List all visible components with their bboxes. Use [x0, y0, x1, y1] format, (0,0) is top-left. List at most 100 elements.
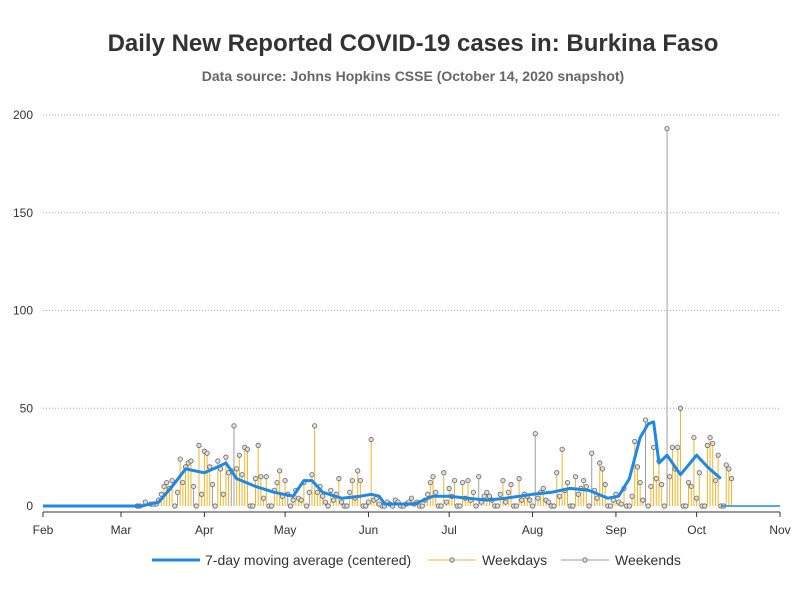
data-point	[677, 405, 684, 411]
x-tick-label: Jul	[441, 523, 456, 537]
x-tick-label: Jun	[359, 523, 378, 537]
chart-title: Daily New Reported COVID-19 cases in: Bu…	[107, 30, 719, 57]
data-point	[508, 481, 514, 488]
data-point	[250, 503, 256, 509]
chart-subtitle: Data source: Johns Hopkins CSSE (October…	[201, 68, 625, 84]
data-point	[338, 499, 345, 505]
data-point	[325, 503, 331, 509]
data-point	[513, 503, 520, 509]
data-point	[589, 450, 595, 456]
data-point	[199, 491, 205, 497]
data-point	[274, 479, 280, 486]
data-point	[581, 477, 587, 484]
data-point	[583, 483, 589, 490]
data-point	[551, 503, 557, 509]
data-point	[632, 438, 638, 445]
data-point	[457, 503, 463, 509]
data-point	[602, 481, 608, 488]
data-point	[476, 474, 482, 480]
data-point	[236, 452, 242, 458]
data-point	[486, 493, 493, 499]
data-point	[425, 491, 431, 497]
data-point	[212, 503, 218, 509]
data-point	[344, 503, 350, 509]
data-point	[597, 460, 603, 466]
data-point	[355, 468, 361, 474]
data-point	[634, 464, 641, 470]
y-tick-label: 200	[13, 108, 33, 122]
data-point	[231, 423, 237, 429]
data-point	[191, 483, 197, 490]
data-point	[376, 501, 382, 507]
data-point	[465, 477, 471, 484]
data-point	[174, 489, 181, 495]
data-point	[255, 442, 261, 448]
legend-marker-weekends	[582, 557, 588, 563]
x-tick-label: Mar	[111, 523, 132, 537]
data-point	[519, 497, 525, 503]
data-point	[529, 503, 536, 509]
data-point	[586, 503, 592, 509]
data-point	[572, 474, 579, 480]
data-point	[209, 481, 216, 488]
x-axis: Feb Mar Apr May Jun Jul Aug Sep Oct Nov	[33, 511, 791, 537]
data-point	[694, 495, 700, 501]
data-point	[312, 423, 318, 429]
data-point	[473, 503, 479, 509]
data-point	[575, 491, 581, 497]
data-point	[618, 501, 624, 507]
data-point	[532, 431, 538, 437]
data-point	[322, 499, 329, 505]
data-point	[707, 434, 713, 441]
data-point	[188, 458, 194, 464]
data-point	[204, 450, 210, 456]
data-point	[239, 472, 245, 478]
data-point	[430, 474, 436, 480]
data-point	[540, 485, 546, 492]
data-point	[637, 479, 643, 486]
data-point	[196, 442, 202, 448]
legend-marker-weekdays	[449, 557, 455, 563]
data-point	[252, 476, 259, 482]
data-point	[556, 493, 563, 499]
data-point	[427, 479, 433, 486]
data-point	[314, 489, 320, 495]
data-point	[438, 503, 444, 509]
data-point	[503, 499, 509, 505]
data-point	[282, 477, 288, 484]
data-point	[691, 434, 697, 441]
data-point	[661, 503, 667, 509]
data-point	[546, 499, 552, 505]
data-point	[451, 477, 458, 484]
data-point	[607, 503, 614, 509]
data-point	[330, 497, 337, 503]
data-point	[161, 483, 167, 490]
data-point	[433, 489, 439, 495]
x-tick-label: Oct	[687, 523, 706, 537]
data-point	[215, 458, 221, 464]
y-tick-label: 50	[20, 401, 34, 415]
data-point	[497, 491, 503, 497]
moving-average-series	[43, 420, 780, 508]
data-point	[688, 483, 694, 490]
legend-label-weekends: Weekends	[615, 552, 681, 568]
x-tick-label: May	[274, 523, 297, 537]
data-point	[629, 493, 635, 499]
data-point	[683, 503, 689, 509]
data-point	[570, 503, 576, 509]
data-point	[193, 503, 199, 509]
legend-label-moving-average: 7-day moving average (centered)	[205, 552, 411, 568]
data-point	[446, 485, 452, 492]
data-point	[505, 489, 511, 495]
data-point	[263, 474, 269, 480]
data-point	[244, 446, 251, 452]
data-point	[484, 489, 490, 495]
data-point	[653, 476, 659, 482]
data-point	[645, 503, 651, 509]
moving-average-line	[43, 420, 722, 508]
data-point	[164, 479, 170, 486]
data-point	[650, 444, 657, 450]
data-point	[481, 493, 487, 499]
data-point	[347, 489, 353, 495]
